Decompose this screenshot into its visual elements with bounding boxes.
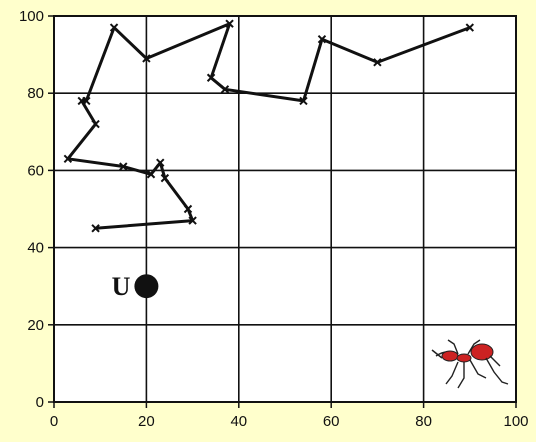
grid — [54, 16, 516, 402]
x-tick-label: 0 — [50, 413, 58, 430]
data-point — [77, 96, 86, 106]
x-tick-label: 80 — [415, 413, 432, 430]
y-tick-label: 40 — [27, 240, 44, 257]
data-point — [91, 119, 100, 129]
data-point — [63, 154, 73, 164]
point-label: U — [112, 272, 131, 301]
data-point — [160, 173, 170, 183]
data-point — [188, 216, 197, 225]
plot-area — [53, 15, 517, 403]
x-tick-label: 60 — [323, 413, 340, 430]
data-point — [91, 224, 100, 233]
ant-icon — [431, 339, 509, 389]
y-tick-label: 100 — [19, 8, 44, 25]
series-path — [63, 19, 475, 233]
x-tick-labels: 0 20 40 60 80 100 — [50, 402, 529, 430]
data-point — [206, 73, 216, 82]
x-tick-label: 20 — [138, 413, 155, 430]
data-point — [109, 23, 119, 32]
series-line — [66, 22, 471, 230]
data-point — [220, 85, 230, 94]
data-point — [299, 96, 308, 106]
x-tick-label: 100 — [503, 413, 528, 430]
data-point — [225, 19, 234, 28]
data-point — [465, 23, 475, 32]
point-marker — [134, 274, 159, 299]
data-point — [156, 158, 165, 167]
y-tick-label: 0 — [36, 394, 44, 411]
data-point — [146, 170, 156, 179]
y-tick-label: 20 — [27, 317, 44, 334]
data-point — [183, 204, 193, 214]
data-point — [119, 162, 128, 171]
y-tick-labels: 0 20 40 60 80 100 — [19, 8, 54, 411]
point-markers: U — [112, 272, 159, 301]
y-tick-label: 80 — [27, 85, 44, 102]
x-tick-label: 40 — [230, 413, 247, 430]
data-point — [142, 54, 151, 63]
data-point — [317, 34, 327, 44]
y-tick-label: 60 — [27, 162, 44, 179]
data-point — [373, 58, 382, 67]
